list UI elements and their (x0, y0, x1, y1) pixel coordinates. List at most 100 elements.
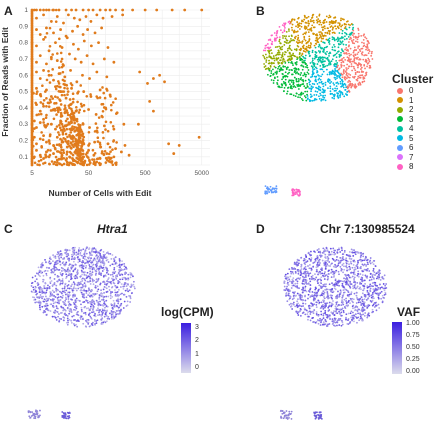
umap-point (319, 262, 321, 264)
umap-point (301, 42, 303, 44)
umap-point (101, 315, 103, 317)
umap-point (74, 303, 76, 305)
scatter-point (83, 110, 86, 113)
umap-point (295, 310, 297, 312)
umap-point (40, 294, 42, 296)
umap-point (325, 262, 327, 264)
umap-point (308, 275, 310, 277)
umap-point (309, 278, 311, 280)
umap-point (294, 56, 296, 58)
umap-point (335, 279, 337, 281)
umap-point (322, 315, 324, 317)
umap-point (328, 251, 330, 253)
umap-point (113, 257, 115, 259)
umap-point (309, 264, 311, 266)
umap-point (53, 306, 55, 308)
umap-point (308, 51, 310, 53)
umap-point (315, 37, 317, 39)
umap-point (106, 305, 108, 307)
umap-point (342, 85, 344, 87)
umap-point (291, 279, 293, 281)
umap-point (307, 67, 309, 69)
umap-point (28, 415, 30, 417)
umap-point (61, 293, 63, 295)
umap-point (354, 293, 356, 295)
umap-point (326, 32, 328, 34)
umap-point (353, 39, 355, 41)
umap-point (48, 267, 50, 269)
scatter-point (63, 87, 66, 90)
umap-point (88, 314, 90, 316)
umap-point (284, 30, 286, 32)
umap-point (302, 69, 304, 71)
umap-point (276, 32, 278, 34)
umap-point (309, 100, 311, 102)
umap-point (268, 56, 270, 58)
umap-point (90, 283, 92, 285)
umap-point (56, 263, 58, 265)
umap-point (282, 58, 284, 60)
scatter-point (88, 160, 91, 163)
umap-point (298, 88, 300, 90)
x-tick-label: 50 (85, 170, 93, 177)
scatter-point (68, 123, 71, 126)
scatter-point (52, 31, 55, 34)
umap-point (76, 290, 78, 292)
umap-point (356, 302, 358, 304)
umap-point (278, 40, 280, 42)
umap-point (344, 89, 346, 91)
umap-point (84, 290, 86, 292)
umap-point (54, 282, 56, 284)
umap-point (354, 307, 356, 309)
scatter-point (92, 9, 95, 12)
umap-point (274, 76, 276, 78)
umap-point (302, 75, 304, 77)
umap-point (317, 258, 319, 260)
umap-point (295, 73, 297, 75)
umap-point (83, 297, 85, 299)
umap-point (352, 249, 354, 251)
umap-point (342, 280, 344, 282)
umap-point (288, 295, 290, 297)
umap-point (323, 322, 325, 324)
umap-point (292, 18, 294, 20)
umap-point (108, 261, 110, 263)
y-axis-label: Fraction of Reads with Edit (0, 27, 10, 137)
umap-point (304, 27, 306, 29)
umap-point (268, 70, 270, 72)
umap-point (83, 265, 85, 267)
umap-point (63, 414, 65, 416)
cluster-legend-item: 7 (397, 153, 413, 162)
umap-point (364, 312, 366, 314)
umap-point (68, 298, 70, 300)
umap-point (328, 261, 330, 263)
scatter-chart-a: 0.10.20.30.40.50.60.70.80.91 5 50 500 5000 … (0, 0, 230, 210)
scatter-point (67, 13, 70, 16)
umap-point (39, 291, 41, 293)
umap-point (334, 285, 336, 287)
umap-point (357, 64, 359, 66)
umap-point (327, 27, 329, 29)
umap-point (50, 303, 52, 305)
umap-point (323, 71, 325, 73)
scatter-point (48, 142, 51, 145)
umap-point (352, 41, 354, 43)
umap-point (40, 287, 42, 289)
umap-point (316, 255, 318, 257)
umap-point (356, 317, 358, 319)
umap-point (315, 87, 317, 89)
umap-point (319, 251, 321, 253)
umap-point (312, 51, 314, 53)
umap-point (107, 316, 109, 318)
umap-point (284, 275, 286, 277)
umap-point (297, 24, 299, 26)
scatter-point (95, 122, 98, 125)
umap-point (284, 27, 286, 29)
scatter-point (42, 105, 45, 108)
umap-point (95, 274, 97, 276)
umap-point (294, 286, 296, 288)
y-tick-label: 0.3 (19, 121, 28, 128)
umap-point (384, 294, 386, 296)
umap-point (358, 33, 360, 35)
umap-point (44, 285, 46, 287)
